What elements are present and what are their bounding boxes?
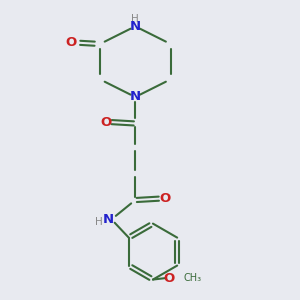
Text: N: N: [130, 20, 141, 33]
Text: O: O: [164, 272, 175, 285]
Text: O: O: [65, 36, 76, 49]
Text: H: H: [95, 217, 103, 227]
Text: O: O: [100, 116, 112, 128]
Text: O: O: [159, 192, 170, 205]
Text: H: H: [131, 14, 139, 24]
Text: N: N: [130, 91, 141, 103]
Text: N: N: [103, 213, 114, 226]
Text: CH₃: CH₃: [184, 273, 202, 283]
